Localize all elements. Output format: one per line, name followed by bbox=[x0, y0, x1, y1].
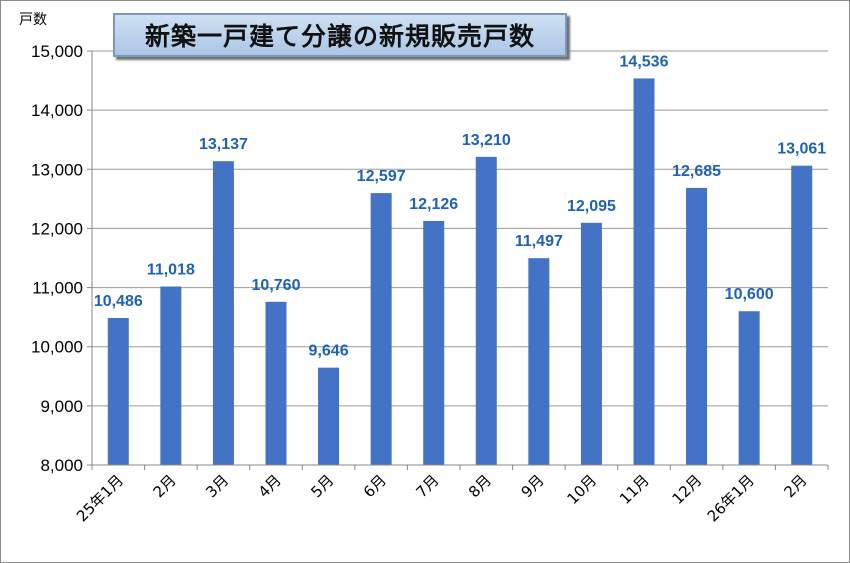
y-tick-label: 12,000 bbox=[31, 219, 83, 238]
x-tick-label: 7月 bbox=[412, 471, 442, 501]
y-tick-label: 15,000 bbox=[31, 42, 83, 61]
bar bbox=[160, 286, 182, 465]
gridlines bbox=[92, 50, 828, 407]
bar bbox=[265, 301, 287, 465]
data-label: 10,760 bbox=[252, 277, 301, 294]
x-tick-label: 2月 bbox=[150, 471, 180, 501]
bar bbox=[686, 187, 708, 465]
bar bbox=[633, 78, 655, 465]
y-tick-label: 10,000 bbox=[31, 338, 83, 357]
data-label: 13,137 bbox=[199, 136, 248, 153]
data-label: 12,685 bbox=[672, 163, 721, 180]
data-label: 13,061 bbox=[777, 141, 826, 158]
x-tick-label: 12月 bbox=[669, 471, 706, 508]
data-label: 12,597 bbox=[357, 168, 406, 185]
y-axis-label: 戸数 bbox=[19, 12, 47, 28]
y-tick-label: 11,000 bbox=[32, 279, 83, 298]
data-label: 13,210 bbox=[462, 132, 511, 149]
bar bbox=[791, 165, 813, 466]
x-tick-label: 26年1月 bbox=[704, 471, 758, 525]
bar bbox=[475, 156, 497, 465]
data-label: 12,126 bbox=[409, 196, 458, 213]
x-tick-label: 11月 bbox=[616, 471, 653, 508]
y-tick-label: 13,000 bbox=[31, 160, 83, 179]
bars bbox=[107, 78, 813, 466]
axes bbox=[87, 50, 829, 470]
x-tick-label: 2月 bbox=[780, 471, 810, 501]
bar bbox=[423, 220, 445, 465]
x-tick-label: 4月 bbox=[255, 471, 285, 501]
bar bbox=[528, 258, 550, 465]
x-tick-label: 3月 bbox=[202, 471, 232, 501]
data-label: 10,600 bbox=[725, 286, 774, 303]
x-tick-label: 9月 bbox=[518, 471, 548, 501]
y-tick-label: 9,000 bbox=[40, 397, 83, 416]
data-label: 9,646 bbox=[309, 343, 349, 360]
y-tick-labels: 8,000 9,000 10,000 11,000 12,000 13,000 14,000… bbox=[31, 42, 83, 475]
data-label: 12,095 bbox=[567, 198, 616, 215]
chart-title: 新築一戸建て分譲の新規販売戸数 bbox=[113, 13, 567, 57]
x-tick-label: 5月 bbox=[307, 471, 337, 501]
x-tick-label: 8月 bbox=[465, 471, 495, 501]
y-tick-label: 14,000 bbox=[31, 101, 83, 120]
bar bbox=[580, 222, 602, 465]
data-label: 11,018 bbox=[147, 262, 195, 279]
bar bbox=[738, 311, 760, 465]
x-tick-label: 10月 bbox=[563, 471, 600, 508]
bar bbox=[370, 193, 392, 465]
bar bbox=[318, 367, 340, 465]
data-label: 11,497 bbox=[515, 233, 563, 250]
x-tick-label: 6月 bbox=[360, 471, 390, 501]
y-tick-label: 8,000 bbox=[40, 456, 83, 475]
bar bbox=[107, 317, 129, 465]
bar bbox=[212, 161, 234, 465]
data-label: 14,536 bbox=[620, 53, 669, 70]
x-tick-label: 25年1月 bbox=[73, 471, 127, 525]
data-label: 10,486 bbox=[94, 293, 143, 310]
